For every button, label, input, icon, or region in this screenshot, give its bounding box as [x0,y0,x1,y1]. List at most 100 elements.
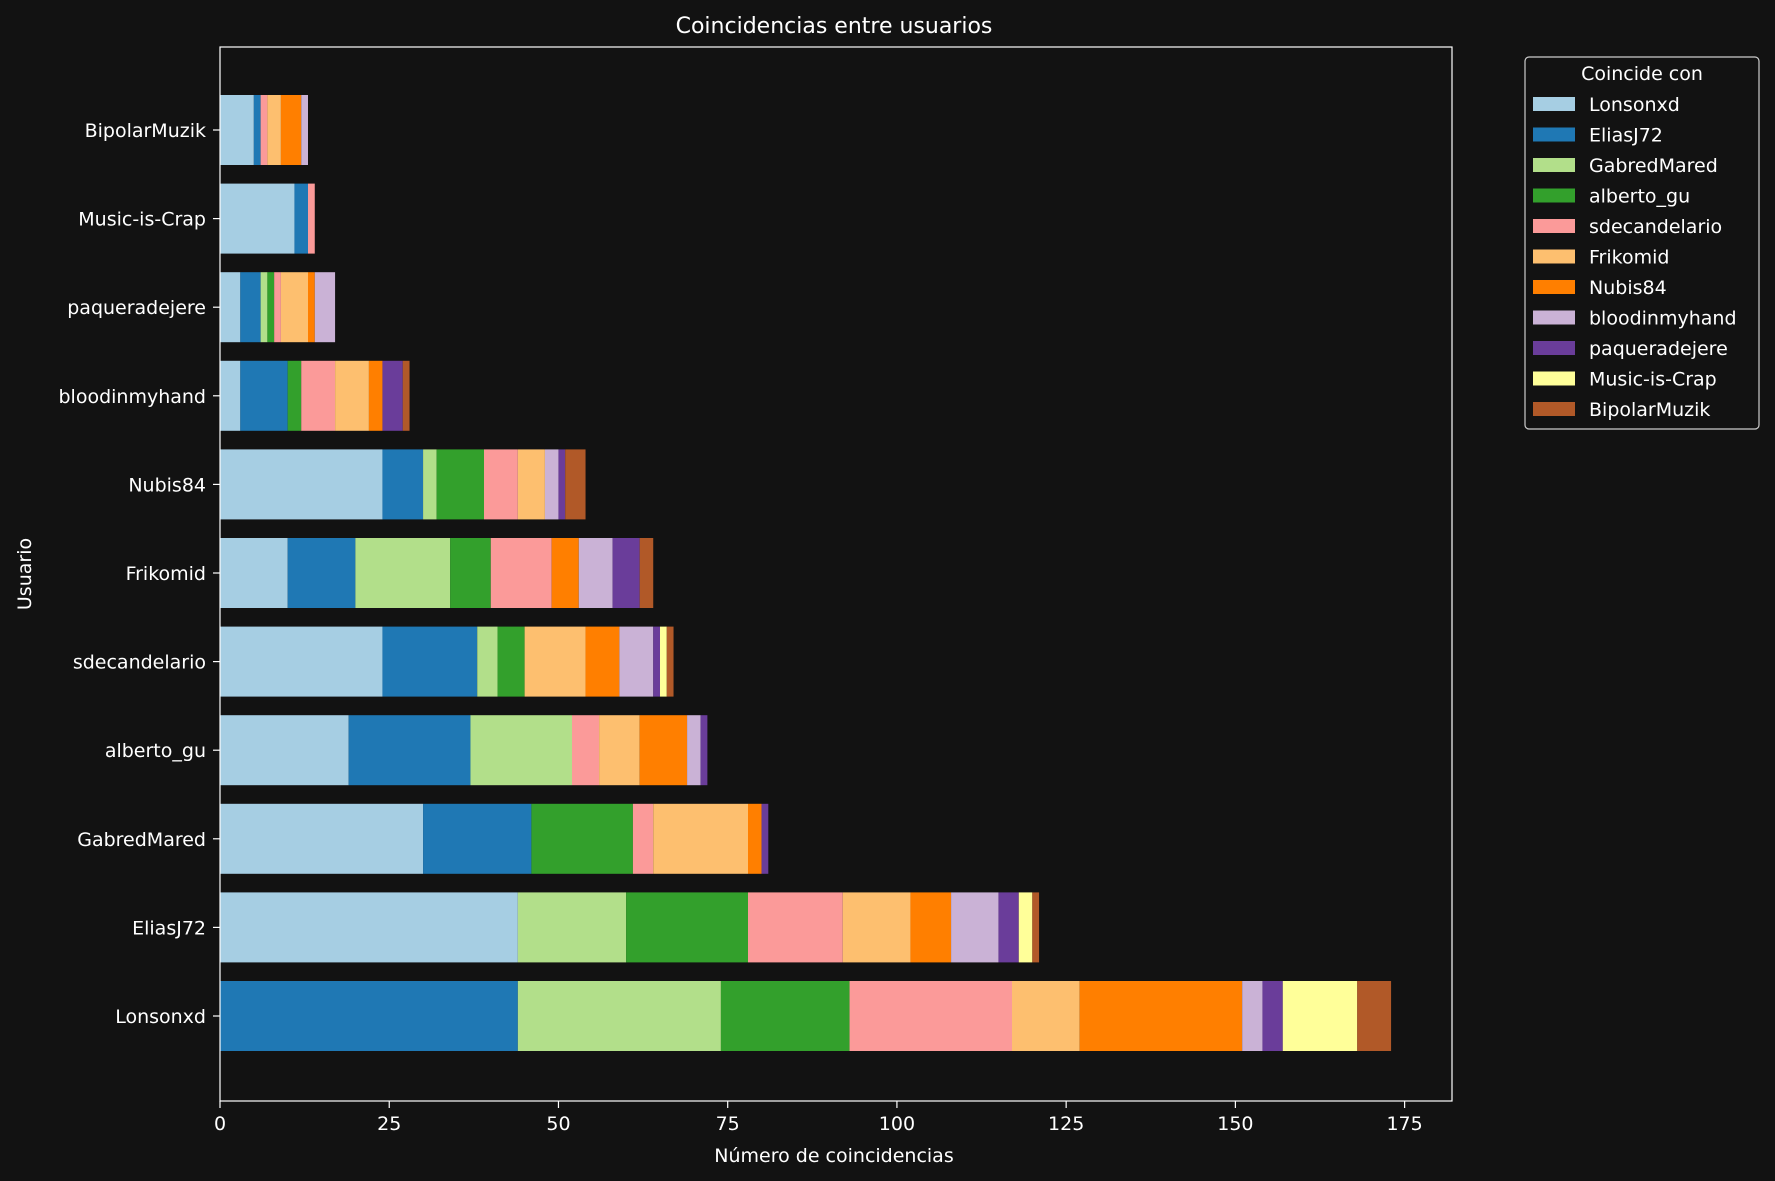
bar-segment-Lonsonxd-alberto_gu [720,981,850,1051]
y-tick-label: sdecandelario [73,652,206,674]
bar-segment-Nubis84-GabredMared [423,449,437,520]
bar-segment-Frikomid-Nubis84 [551,538,579,608]
bar-segment-alberto_gu-GabredMared [470,715,572,786]
y-tick-label: Nubis84 [128,474,206,496]
bar-segment-paqueradejere-alberto_gu [267,272,275,343]
x-tick-label: 100 [879,1113,915,1135]
bar-segment-bloodinmyhand-Frikomid [335,360,369,431]
legend-entry-label: paqueradejere [1589,338,1728,360]
bar-segment-alberto_gu-Nubis84 [639,715,688,786]
bar-segment-EliasJ72-alberto_gu [626,892,748,963]
y-tick-label: Lonsonxd [115,1006,206,1028]
bar-segment-sdecandelario-Nubis84 [585,626,620,697]
x-tick-label: 175 [1386,1113,1422,1135]
bar-segment-GabredMared-Nubis84 [748,803,762,874]
bar-segment-BipolarMuzik-EliasJ72 [253,95,261,165]
bar-segment-Lonsonxd-paqueradejere [1262,981,1283,1051]
bar-segment-Nubis84-bloodinmyhand [544,449,559,520]
bar-segment-EliasJ72-bloodinmyhand [951,892,999,963]
bar-segment-GabredMared-alberto_gu [531,803,633,874]
y-tick-label: EliasJ72 [132,917,206,939]
bar-segment-bloodinmyhand-sdecandelario [301,360,336,431]
legend-entry-label: Nubis84 [1589,277,1667,299]
bar-segment-sdecandelario-GabredMared [477,626,498,697]
y-tick-label: GabredMared [77,829,206,851]
bar-segment-Frikomid-alberto_gu [450,538,491,608]
x-tick-label: 25 [377,1113,401,1135]
bar-segment-GabredMared-sdecandelario [632,803,654,874]
legend-swatch [1533,371,1575,386]
bar-segment-paqueradejere-EliasJ72 [240,272,261,343]
legend-entry-label: EliasJ72 [1589,125,1663,147]
bar-segment-Lonsonxd-BipolarMuzik [1357,981,1392,1051]
x-tick-label: 125 [1048,1113,1084,1135]
bar-segment-Nubis84-sdecandelario [484,449,518,520]
legend-title: Coincide con [1581,63,1703,85]
bar-segment-sdecandelario-bloodinmyhand [619,626,654,697]
bars-group [220,95,1392,1051]
bar-segment-Frikomid-bloodinmyhand [578,538,613,608]
bar-segment-Nubis84-paqueradejere [558,449,566,520]
legend-swatch [1533,188,1575,203]
legend-swatch [1533,249,1575,264]
y-axis: BipolarMuzik Music-is-Crap paqueradejere bl… [58,120,220,1028]
bar-segment-EliasJ72-BipolarMuzik [1032,892,1040,963]
bar-segment-bloodinmyhand-paqueradejere [382,360,403,431]
bar-segment-bloodinmyhand-alberto_gu [287,360,302,431]
bar-segment-EliasJ72-GabredMared [517,892,627,963]
chart-title: Coincidencias entre usuarios [676,14,993,39]
bar-segment-BipolarMuzik-sdecandelario [260,95,268,165]
legend-swatch [1533,402,1575,416]
legend-swatch [1533,158,1575,172]
x-axis-label: Número de coincidencias [714,1145,953,1167]
y-axis-label: Usuario [14,538,36,610]
bar-segment-alberto_gu-Lonsonxd [220,715,349,786]
bar-segment-bloodinmyhand-Lonsonxd [220,360,241,431]
bar-segment-GabredMared-paqueradejere [761,803,769,874]
bar-segment-Frikomid-Lonsonxd [220,538,288,608]
bar-segment-Lonsonxd-GabredMared [517,981,721,1051]
bar-segment-Lonsonxd-EliasJ72 [220,981,518,1051]
bar-segment-BipolarMuzik-Frikomid [267,95,281,165]
bar-segment-BipolarMuzik-Nubis84 [280,95,302,165]
bar-segment-bloodinmyhand-BipolarMuzik [402,360,410,431]
bar-segment-alberto_gu-Frikomid [599,715,640,786]
legend-swatch [1533,341,1575,355]
x-tick-label: 75 [716,1113,740,1135]
bar-segment-sdecandelario-Lonsonxd [220,626,383,697]
bar-segment-Music-is-Crap-sdecandelario [308,183,315,254]
bar-segment-sdecandelario-BipolarMuzik [666,626,674,697]
y-tick-label: Music-is-Crap [78,209,206,231]
bar-segment-sdecandelario-Music-is-Crap [660,626,667,697]
bar-segment-sdecandelario-EliasJ72 [382,626,478,697]
bar-segment-GabredMared-Frikomid [653,803,748,874]
bar-segment-paqueradejere-Nubis84 [308,272,315,343]
bar-segment-Frikomid-EliasJ72 [287,538,356,608]
legend-entry-label: Music-is-Crap [1589,369,1717,391]
bar-segment-EliasJ72-paqueradejere [998,892,1019,963]
bar-segment-sdecandelario-paqueradejere [653,626,660,697]
bar-segment-Lonsonxd-sdecandelario [849,981,1012,1051]
bar-segment-Nubis84-Frikomid [517,449,545,520]
bar-segment-Nubis84-EliasJ72 [382,449,424,520]
x-tick-label: 50 [546,1113,570,1135]
y-tick-label: BipolarMuzik [85,120,206,142]
bar-segment-EliasJ72-Music-is-Crap [1018,892,1033,963]
y-tick-label: paqueradejere [67,297,206,319]
bar-segment-Lonsonxd-Frikomid [1012,981,1080,1051]
legend-entry-label: alberto_gu [1589,186,1690,208]
legend-entry-label: BipolarMuzik [1589,399,1710,421]
bar-segment-paqueradejere-sdecandelario [274,272,281,343]
legend: Coincide con Lonsonxd EliasJ72 GabredMared… [1524,56,1760,430]
plot-frame [219,46,1453,1102]
legend-entry-label: Frikomid [1589,247,1669,269]
bar-segment-EliasJ72-Nubis84 [910,892,952,963]
bar-segment-Lonsonxd-Music-is-Crap [1282,981,1358,1051]
x-axis: 0 25 50 75 100 125 150 175 [214,1101,1423,1135]
legend-entry-label: bloodinmyhand [1589,308,1737,330]
bar-segment-bloodinmyhand-Nubis84 [368,360,383,431]
bar-segment-paqueradejere-bloodinmyhand [314,272,336,343]
bar-segment-Music-is-Crap-Lonsonxd [220,183,295,254]
bar-segment-paqueradejere-Lonsonxd [220,272,241,343]
bar-segment-paqueradejere-Frikomid [280,272,308,343]
